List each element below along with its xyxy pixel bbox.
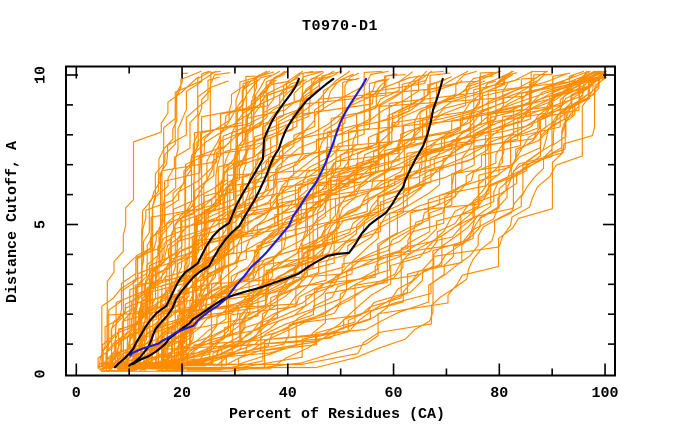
y-tick-label: 5 <box>33 220 50 229</box>
ensemble-curve <box>150 73 607 370</box>
ensemble-curve <box>132 70 602 366</box>
ensemble-curve <box>156 77 591 372</box>
ensemble-curve <box>109 74 607 368</box>
x-tick-label: 100 <box>592 385 619 402</box>
ensemble-curve <box>122 70 513 367</box>
ensemble-curves <box>97 70 607 372</box>
ensemble-curve <box>101 70 288 364</box>
ensemble-curve <box>101 80 290 367</box>
ensemble-curve <box>148 76 607 369</box>
ensemble-curve <box>226 70 383 366</box>
ensemble-curve <box>198 77 607 370</box>
ensemble-curve <box>123 80 249 364</box>
highlight-model-black-3 <box>131 77 444 366</box>
ensemble-curve <box>162 72 360 364</box>
ensemble-curve <box>116 70 217 368</box>
x-tick-label: 20 <box>173 385 191 402</box>
x-tick-label: 80 <box>490 385 508 402</box>
highlight-model-black-1 <box>113 77 300 369</box>
ensemble-curve <box>186 73 512 365</box>
axis-ticks <box>67 67 614 375</box>
ensemble-curve <box>193 70 585 366</box>
ensemble-curve <box>117 70 548 370</box>
ensemble-curve <box>106 70 210 366</box>
ensemble-curve <box>132 74 321 369</box>
ensemble-curve <box>100 74 607 372</box>
ensemble-curve <box>211 70 607 369</box>
ensemble-curve <box>131 75 574 367</box>
ensemble-curve <box>131 70 314 371</box>
ensemble-curve <box>149 70 607 365</box>
x-axis-label: Percent of Residues (CA) <box>229 406 445 423</box>
highlight-curves-black <box>113 77 444 369</box>
ensemble-curve <box>138 79 590 365</box>
plot-border <box>65 65 616 377</box>
x-tick-labels: 0 20 40 60 80 100 <box>72 385 619 402</box>
ensemble-curve <box>131 79 304 370</box>
y-tick-labels: 0 5 10 <box>33 66 50 379</box>
x-tick-label: 0 <box>72 385 81 402</box>
best-model-curve-blue <box>129 77 368 357</box>
ensemble-curve <box>137 70 433 368</box>
ensemble-curve <box>237 70 607 368</box>
x-tick-label: 40 <box>279 385 297 402</box>
ensemble-curve <box>156 79 388 369</box>
ensemble-curve <box>179 70 427 367</box>
ensemble-curve <box>134 80 497 366</box>
chart-title: T0970-D1 <box>302 18 378 35</box>
y-tick-label: 10 <box>33 66 50 84</box>
y-tick-label: 0 <box>33 369 50 378</box>
best-model-blue <box>129 77 368 357</box>
highlight-model-black-2 <box>128 77 335 367</box>
ensemble-curve <box>108 72 231 368</box>
y-axis-label: Distance Cutoff, A <box>4 141 21 303</box>
ensemble-curve <box>161 72 518 368</box>
ensemble-curve <box>124 79 277 365</box>
ensemble-curve <box>107 70 607 366</box>
ensemble-curve <box>101 70 477 367</box>
x-tick-label: 60 <box>385 385 403 402</box>
